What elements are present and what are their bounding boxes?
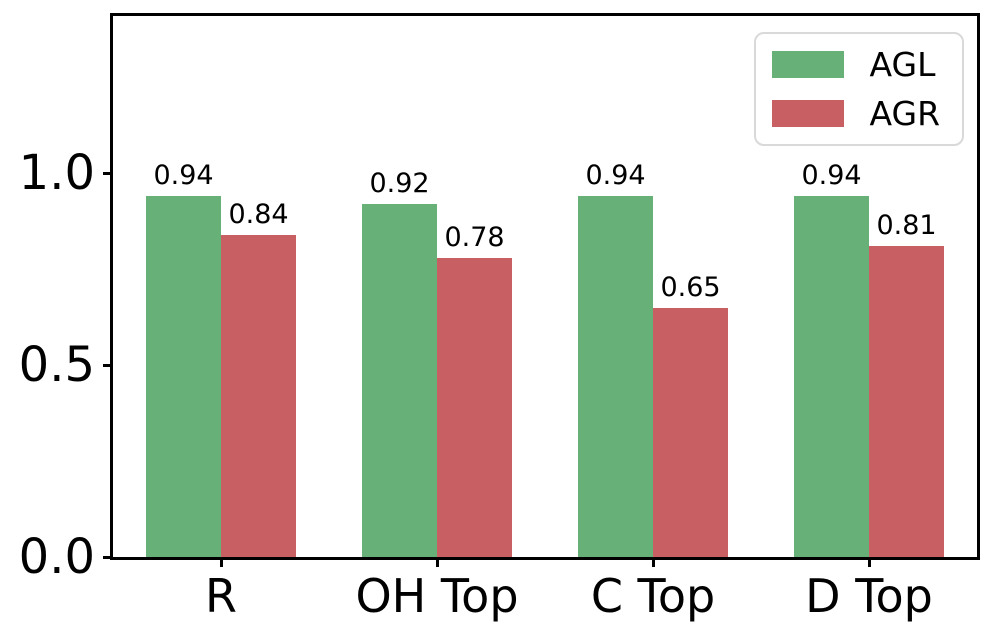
legend-swatch-agr <box>771 100 844 127</box>
bar-value-label: 0.94 <box>585 160 646 192</box>
legend-entry-agl: AGL <box>771 45 941 84</box>
bar-agl-r <box>146 196 221 557</box>
legend-label-agr: AGR <box>869 94 941 133</box>
x-axis-category-label: OH Top <box>355 569 519 623</box>
legend-entry-agr: AGR <box>771 94 941 133</box>
bar-value-label: 0.94 <box>153 160 214 192</box>
x-axis-tick <box>867 557 871 567</box>
y-axis-tick <box>103 555 113 559</box>
bar-agr-oh-top <box>437 257 512 557</box>
bar-agl-d-top <box>794 196 869 557</box>
y-axis-tick-label: 0.0 <box>18 529 95 585</box>
legend-swatch-agl <box>771 51 844 78</box>
y-axis-tick <box>103 171 113 175</box>
y-axis-tick-label: 0.5 <box>18 337 95 394</box>
bar-value-label: 0.94 <box>801 160 862 192</box>
x-axis-category-label: C Top <box>590 569 716 623</box>
bar-value-label: 0.92 <box>369 168 430 199</box>
plot-area: AGL AGR 0.94 0.92 0.94 0.94 0.84 0.78 0.65 0.81 <box>110 13 980 560</box>
bar-value-label: 0.84 <box>228 198 289 230</box>
legend: AGL AGR <box>753 32 964 146</box>
x-axis-tick <box>435 557 439 567</box>
bar-agl-c-top <box>578 196 653 557</box>
bar-value-label: 0.65 <box>660 271 721 303</box>
x-axis-tick <box>651 557 655 567</box>
y-axis-tick <box>103 363 113 367</box>
bar-agl-oh-top <box>362 204 437 557</box>
y-axis-tick-label: 1.0 <box>18 145 95 202</box>
bar-agr-c-top <box>653 307 728 557</box>
bar-agr-d-top <box>869 246 944 557</box>
x-axis-category-label: R <box>205 569 237 623</box>
bar-agr-r <box>221 234 296 557</box>
x-axis-tick <box>219 557 223 567</box>
x-axis-category-label: D Top <box>805 569 933 623</box>
bar-value-label: 0.81 <box>876 210 937 242</box>
bar-value-label: 0.78 <box>444 221 505 253</box>
legend-label-agl: AGL <box>869 45 936 84</box>
